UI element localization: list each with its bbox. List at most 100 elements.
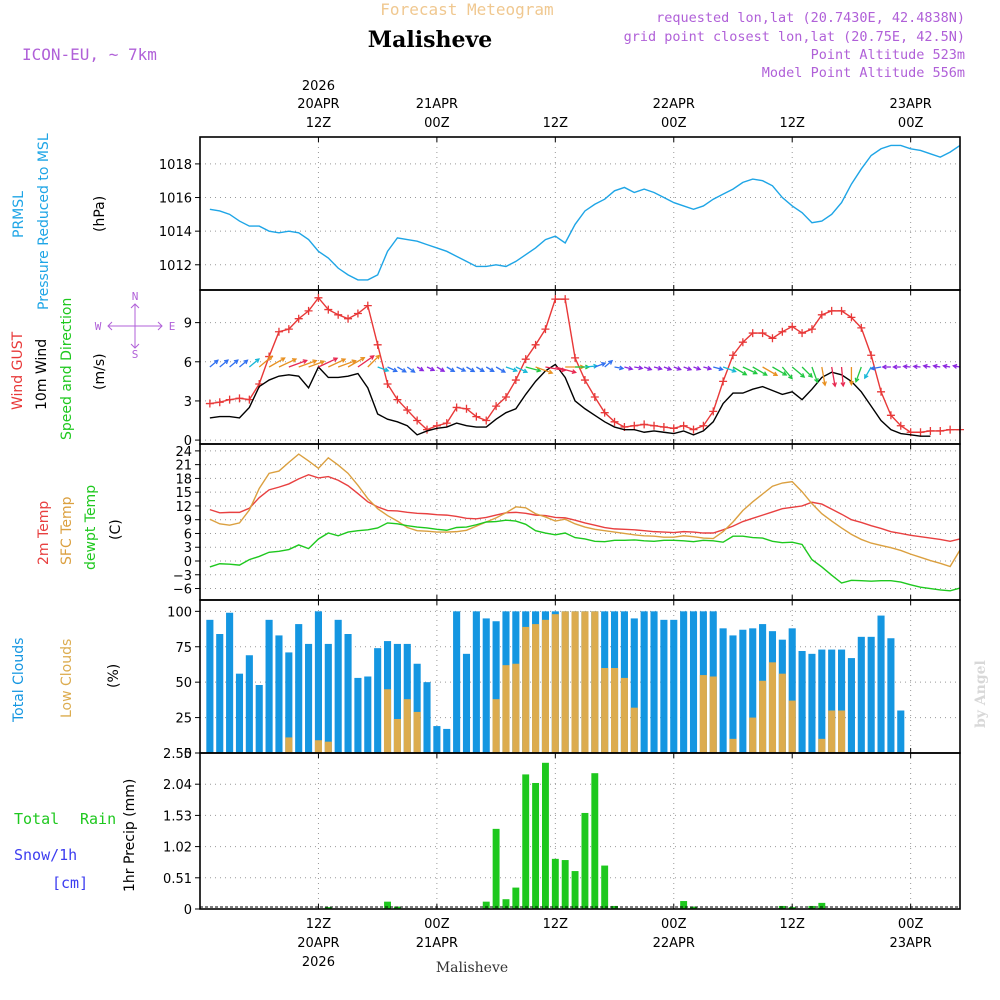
bottom-time-label: 12Z — [543, 917, 569, 932]
wind-gust-marker — [877, 387, 886, 396]
cloud-unit-label: (%) — [106, 664, 122, 688]
pressure-ytick-label: 1016 — [159, 192, 192, 207]
low-clouds-bar — [522, 626, 530, 753]
precip-ytick-label: 2.55 — [163, 747, 192, 762]
wind-arrow-head — [869, 365, 876, 371]
low-clouds-bar — [383, 689, 392, 753]
temperature-ytick-label: 21 — [175, 459, 192, 474]
low-clouds-bar — [828, 710, 836, 753]
total-rain-bar — [384, 901, 391, 909]
prmsl-line — [209, 144, 961, 281]
wind-arrow-head — [676, 366, 682, 371]
total-clouds-bar — [739, 629, 747, 753]
wind-arrow-shaft — [446, 366, 455, 372]
wind-gust-marker — [334, 310, 343, 319]
wind-gust-marker — [561, 295, 570, 304]
wind-arrow-head — [440, 367, 446, 372]
wind-arrow-head — [375, 354, 381, 360]
bottom-time-label: 2026 — [302, 955, 335, 970]
wind-arrow — [357, 355, 375, 368]
wind-arrow — [347, 356, 366, 368]
total-clouds-bar — [206, 619, 214, 753]
total-rain-bar — [680, 901, 688, 909]
wind-arrow-head — [942, 363, 948, 369]
wind-gust-marker — [373, 340, 382, 349]
total-clouds-bar — [818, 649, 826, 753]
wind-arrow-head — [479, 367, 485, 372]
wind-arrow — [485, 366, 495, 372]
wind-gust-marker — [383, 379, 392, 388]
2m-temp-line — [209, 473, 961, 542]
wind-arrow-shaft — [318, 357, 338, 368]
low-clouds-bar — [492, 699, 500, 753]
wind-arrow-head — [369, 355, 375, 360]
wind-gust-marker — [778, 327, 787, 336]
wind-gust-marker — [650, 421, 659, 430]
total-clouds-bar — [462, 653, 471, 753]
dewpt-label: dewpt Temp — [83, 485, 99, 570]
wind-arrow — [801, 366, 813, 378]
wind-arrow-head — [932, 363, 938, 369]
wind-gust-marker — [689, 425, 698, 434]
wind-arrow — [848, 367, 854, 387]
total-clouds-label: Total Clouds — [11, 638, 27, 723]
low-clouds-bar — [393, 719, 401, 753]
bottom-time-label: 21APR — [416, 936, 458, 951]
clouds-frame — [199, 599, 961, 754]
pressure-ytick-label: 1018 — [159, 158, 192, 173]
pressure-unit-label: (hPa) — [92, 196, 108, 232]
total-clouds-bar — [808, 653, 816, 753]
low-clouds-bar — [818, 738, 826, 753]
model-label: ICON-EU, ~ 7km — [22, 45, 157, 64]
wind-gust-marker — [817, 310, 826, 319]
wind-arrow-head — [892, 364, 898, 370]
wind-arrow — [643, 366, 653, 371]
total-clouds-bar — [838, 649, 846, 753]
total-rain-bar — [393, 906, 401, 909]
wind-arrow — [515, 366, 529, 374]
wind-arrow-shaft — [791, 366, 805, 378]
wind-arrow — [476, 366, 485, 372]
wind-gust-marker — [610, 417, 619, 426]
wind-gust-marker — [294, 314, 303, 323]
wind-gust-marker — [413, 416, 422, 425]
total-clouds-bar — [235, 673, 244, 753]
wind-arrow-head — [470, 367, 476, 373]
wind-arrow-head — [814, 378, 819, 384]
total-clouds-bar — [630, 618, 638, 753]
wind-arrow-head — [951, 363, 958, 369]
wind-arrow — [229, 359, 239, 368]
total-clouds-bar — [433, 726, 441, 753]
total-rain-bar — [532, 782, 540, 909]
wind-gust-marker — [393, 395, 402, 404]
temperature-ytick-label: 0 — [184, 555, 192, 570]
wind-gust-marker — [462, 404, 471, 413]
wind-arrow-head — [638, 365, 644, 371]
wind-arrow — [446, 366, 456, 372]
wind-arrow-shaft — [268, 357, 285, 368]
wind-gust-marker — [274, 327, 283, 336]
wind-gust-marker — [324, 305, 333, 314]
low-clouds-bar — [838, 710, 846, 753]
wind-arrow-head — [223, 359, 229, 365]
wind-arrow-head — [718, 366, 724, 372]
wind-arrow-head — [881, 364, 887, 370]
wind-gust-marker — [521, 355, 530, 364]
temperature-ytick-label: 24 — [175, 445, 192, 460]
total-clouds-bar — [680, 611, 688, 753]
wind-arrow-head — [647, 366, 653, 371]
wind-arrow — [416, 366, 425, 372]
total-clouds-bar — [857, 636, 865, 753]
wind-arrow-shaft — [495, 366, 506, 373]
total-clouds-bar — [255, 685, 263, 753]
speed-direction-label: Speed and Direction — [59, 298, 75, 440]
wind-arrow-head — [410, 368, 416, 373]
low-clouds-bar — [620, 677, 628, 753]
total-rain-bar — [542, 762, 549, 909]
low-clouds-label: Low Clouds — [59, 639, 75, 718]
total-rain-bar — [551, 858, 559, 909]
wind-arrow — [258, 355, 274, 368]
wind-arrow-head — [302, 359, 308, 364]
wind-arrow — [406, 366, 416, 373]
top-time-label: 00Z — [661, 116, 687, 131]
